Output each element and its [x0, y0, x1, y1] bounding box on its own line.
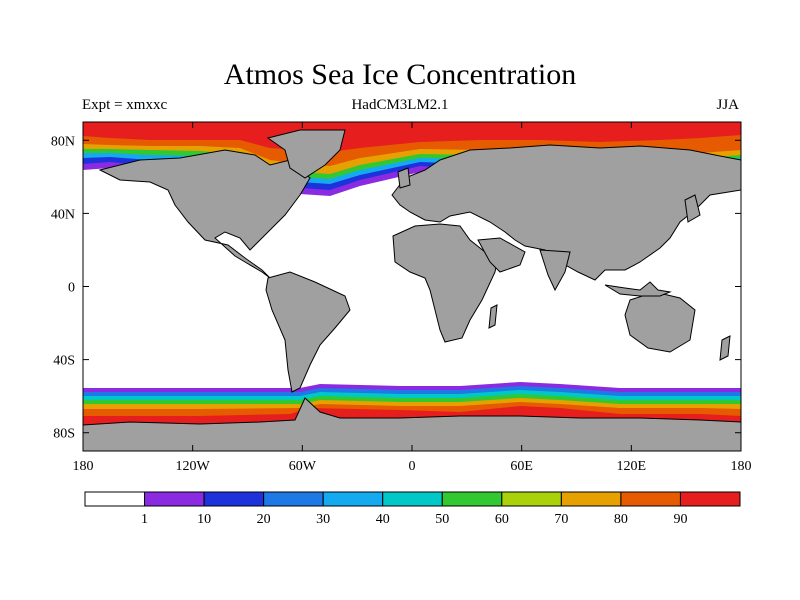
lon-tick-label: 180	[731, 459, 752, 474]
colorbar-swatch	[679, 491, 741, 507]
colorbar-swatch	[322, 491, 384, 507]
colorbar-label: 20	[257, 512, 271, 527]
lon-tick-label: 120W	[176, 459, 211, 474]
experiment-label: Expt = xmxxc	[82, 97, 168, 113]
lon-tick-label: 60W	[289, 459, 317, 474]
latitude-axis: 80N 40N 0 40S 80S	[51, 134, 741, 442]
colorbar-swatch	[382, 491, 443, 507]
colorbar-label: 10	[197, 512, 211, 527]
new-zealand	[719, 335, 731, 361]
lon-tick-label: 180	[73, 459, 94, 474]
longitude-axis: 180 120W 60W 0 60E 120E 180	[73, 122, 752, 474]
africa	[392, 223, 498, 343]
south-america	[265, 271, 351, 393]
land-masses	[83, 129, 741, 451]
map-title: Atmos Sea Ice Concentration	[223, 58, 577, 91]
antarctica	[83, 397, 741, 451]
greenland	[266, 129, 346, 179]
colorbar-swatch	[560, 491, 622, 507]
colorbar-swatch	[620, 491, 681, 507]
colorbar-label: 70	[554, 512, 568, 527]
lat-tick-label: 0	[68, 281, 75, 296]
lon-tick-label: 60E	[510, 459, 533, 474]
colorbar-label: 90	[673, 512, 687, 527]
india	[539, 249, 571, 292]
season-label: JJA	[716, 97, 739, 113]
model-label: HadCM3LM2.1	[351, 97, 449, 113]
colorbar-swatch	[501, 491, 562, 507]
colorbar-swatch	[203, 491, 265, 507]
colorbar-label: 50	[435, 512, 449, 527]
colorbar-swatch	[144, 491, 205, 507]
colorbar-swatch	[263, 491, 324, 507]
colorbar-swatch	[84, 491, 146, 507]
north-america	[98, 149, 311, 279]
eurasia	[391, 144, 741, 281]
colorbar: 1 10 20 30 40 50 60 70 80 90	[84, 491, 741, 527]
lat-tick-label: 40N	[51, 207, 75, 222]
map-area	[83, 122, 741, 451]
indonesia	[604, 281, 672, 297]
colorbar-label: 1	[141, 512, 148, 527]
lat-tick-label: 80S	[53, 427, 75, 442]
lat-tick-label: 80N	[51, 134, 75, 149]
british-isles	[397, 167, 411, 189]
lon-tick-label: 120E	[617, 459, 647, 474]
colorbar-label: 60	[495, 512, 509, 527]
australia	[624, 291, 696, 353]
arabia	[477, 237, 526, 273]
lat-tick-label: 40S	[53, 354, 75, 369]
japan	[684, 194, 701, 223]
colorbar-label: 80	[614, 512, 628, 527]
lon-tick-label: 0	[409, 459, 416, 474]
colorbar-label: 30	[316, 512, 330, 527]
colorbar-label: 40	[376, 512, 390, 527]
madagascar	[488, 304, 498, 329]
colorbar-swatch	[441, 491, 503, 507]
